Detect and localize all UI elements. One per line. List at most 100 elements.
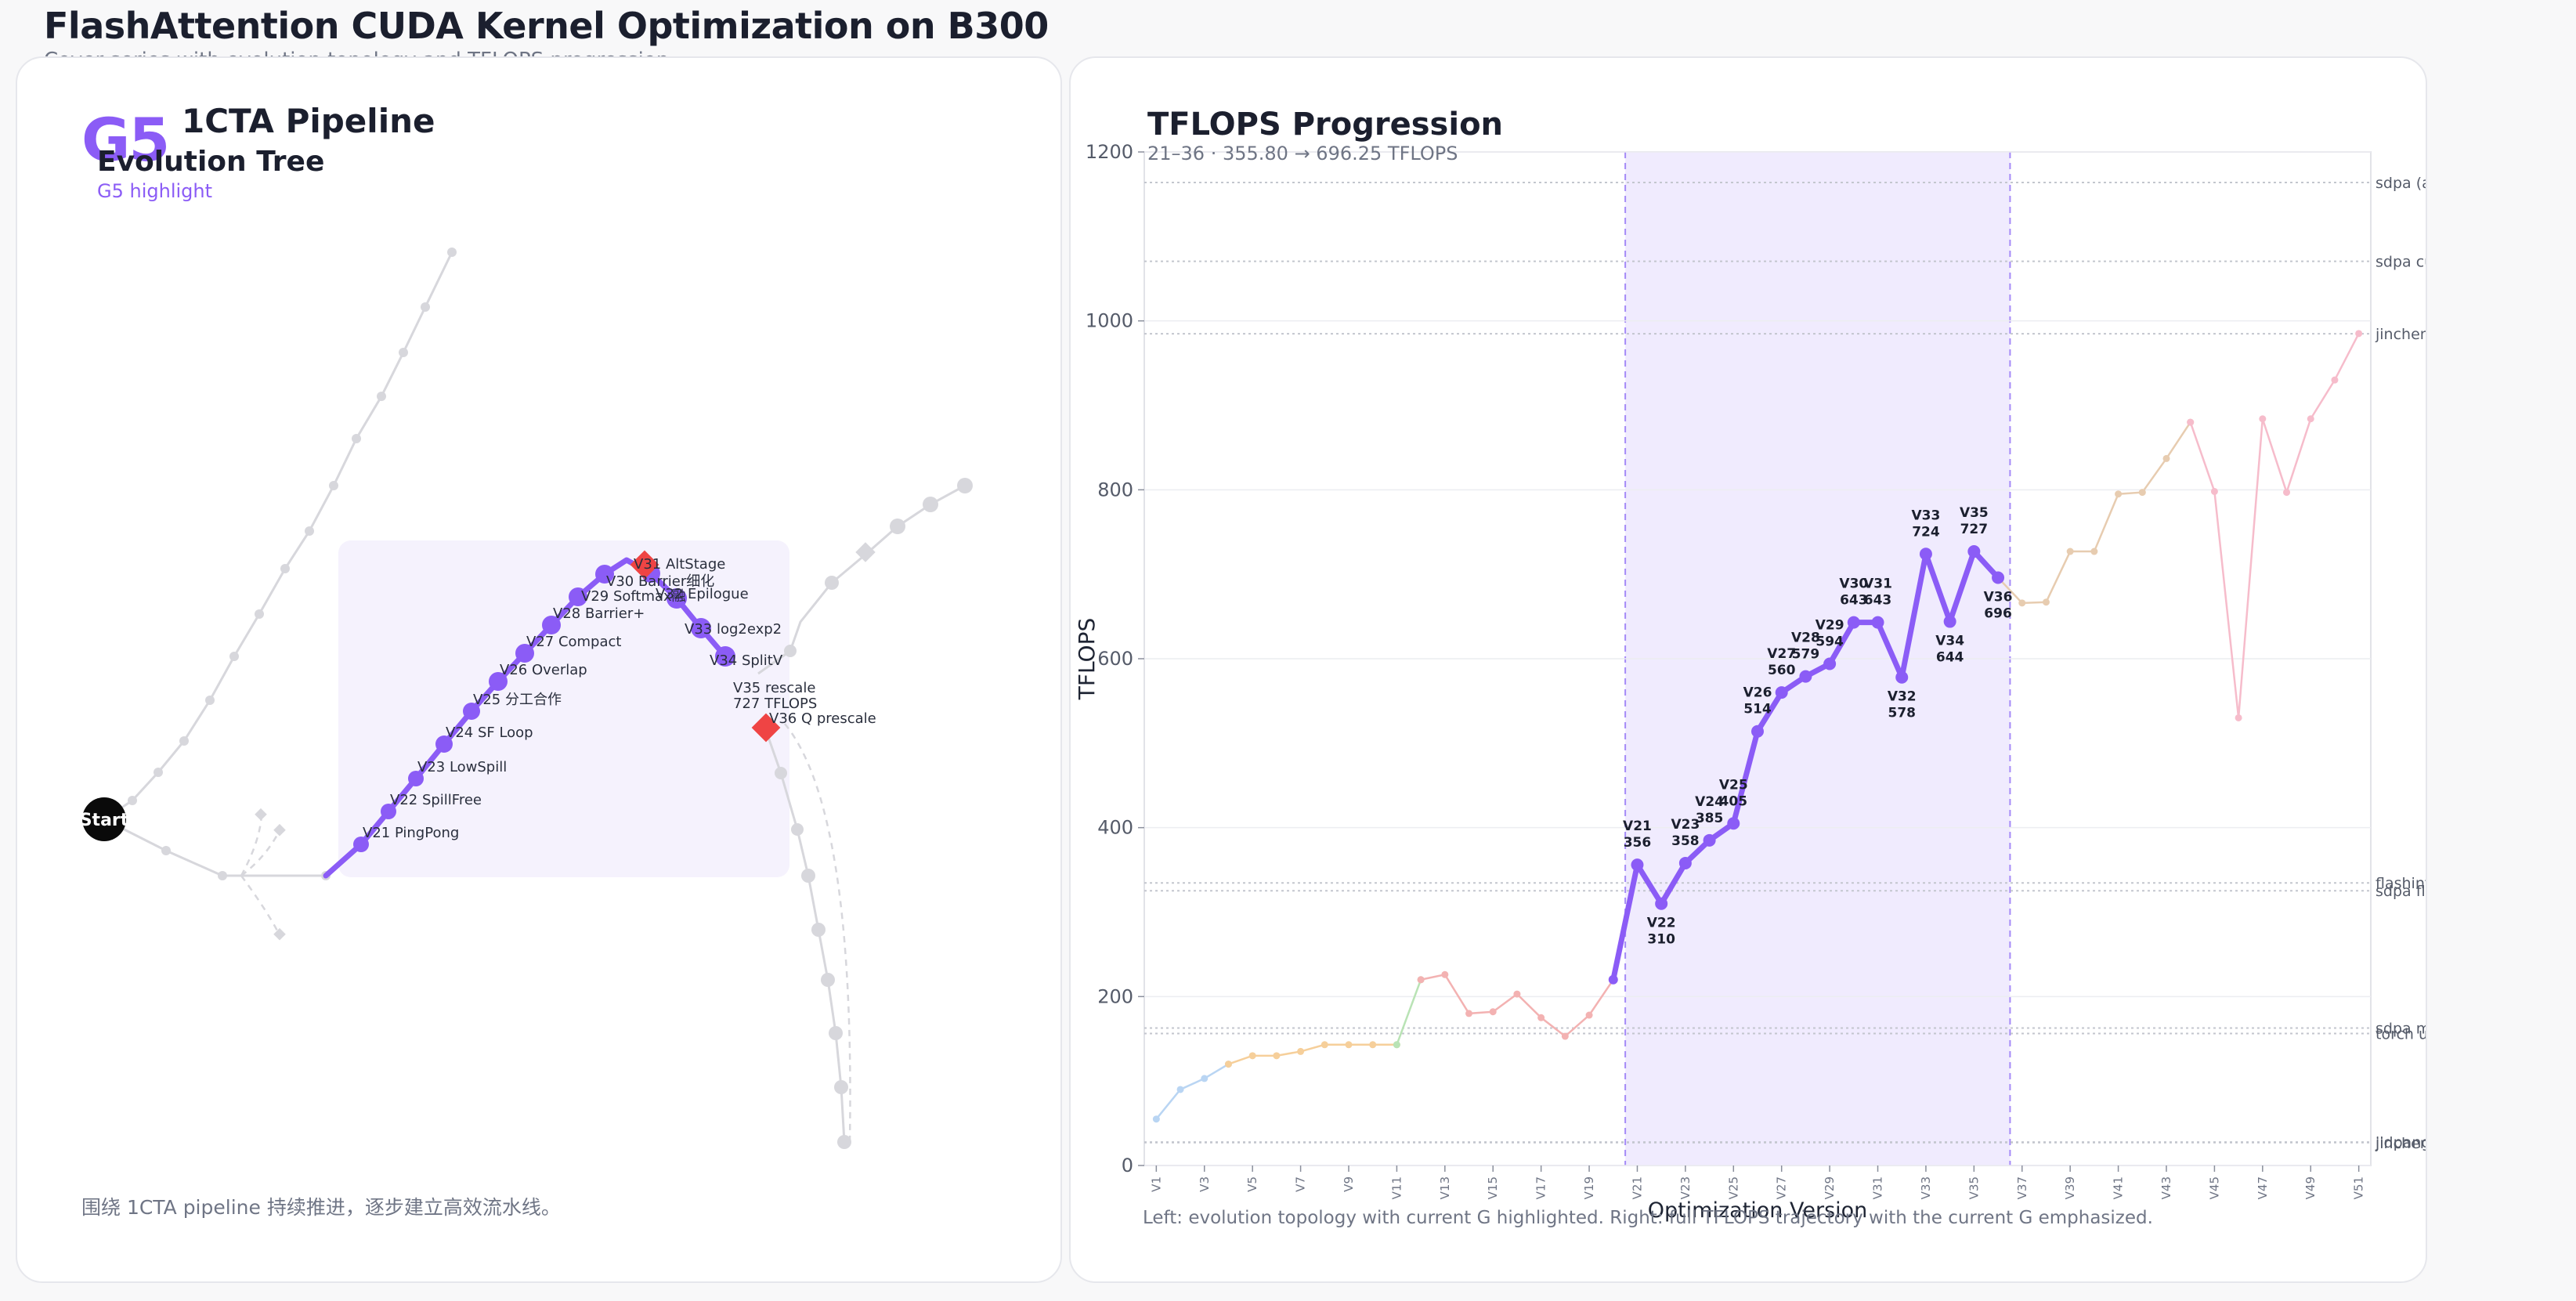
- tree-node: [154, 768, 163, 777]
- series-line: [1228, 1043, 1397, 1065]
- highlight-series-point: [1678, 856, 1692, 869]
- x-tick-label: V49: [2303, 1176, 2318, 1199]
- y-tick-label: 800: [1097, 479, 1133, 501]
- highlight-node: [381, 804, 396, 819]
- series-point: [2355, 330, 2363, 338]
- highlight-node: [408, 771, 424, 786]
- milestone-node: [630, 550, 659, 580]
- data-label: V32: [1888, 689, 1917, 705]
- data-label: 358: [1671, 833, 1700, 849]
- x-tick-label: V31: [1871, 1176, 1885, 1199]
- reference-line-label: sdpa (auto) 1163.8: [2375, 175, 2427, 192]
- reference-line-label: jinchengr_0 27.1: [2375, 1135, 2427, 1152]
- x-tick-label: V45: [2207, 1176, 2221, 1199]
- highlight-series-point: [1871, 616, 1884, 629]
- tree-branch: [103, 818, 326, 877]
- highlight-node: [463, 703, 480, 720]
- x-tick-label: V17: [1534, 1176, 1548, 1199]
- series-point: [2162, 454, 2170, 462]
- highlight-path: [323, 557, 728, 879]
- series-point: [1297, 1047, 1305, 1055]
- tree-node: [923, 497, 938, 512]
- tflops-panel: 0 200 400 600 800 1000 1200 TFLOPS V1 V3 V5 V7 V9 V11…: [1069, 56, 2427, 1283]
- highlight-series-point: [1895, 670, 1909, 684]
- reference-line-label: sdpa flash 325.3: [2375, 883, 2427, 900]
- data-label: 560: [1768, 663, 1796, 678]
- series-point: [1152, 1115, 1160, 1123]
- data-label: V34: [1935, 634, 1964, 649]
- x-tick-label: V7: [1294, 1176, 1308, 1192]
- y-tick-label: 600: [1097, 648, 1133, 670]
- data-label: V22: [1647, 916, 1676, 931]
- series-point: [2018, 599, 2026, 607]
- tree-node: [255, 609, 264, 619]
- pipeline-title: 1CTA Pipeline: [182, 102, 435, 140]
- group-label: G5: [81, 105, 170, 175]
- tree-node: [775, 767, 787, 779]
- highlight-series-point: [1703, 833, 1716, 847]
- tree-node: [179, 736, 189, 746]
- start-node: [82, 797, 126, 841]
- tree-node: [421, 302, 430, 312]
- series-point: [2066, 548, 2074, 555]
- tree-node: [229, 652, 239, 661]
- tree-node: [161, 846, 171, 855]
- series-point: [2307, 415, 2314, 423]
- highlight-node: [515, 644, 534, 663]
- reference-line-label: sdpa cudnn 1070.5: [2375, 254, 2427, 271]
- x-tick-label: V43: [2159, 1176, 2173, 1199]
- tree-node: [218, 871, 227, 880]
- tree-node-label: V25 分工合作: [473, 692, 562, 708]
- x-tick-label: V33: [1919, 1176, 1933, 1199]
- tree-node-diamond: [273, 823, 286, 837]
- series-point: [2115, 490, 2123, 498]
- x-tick-label: V1: [1149, 1176, 1163, 1192]
- tree-node-label: 727 TFLOPS: [733, 696, 817, 712]
- data-label: 579: [1792, 647, 1820, 663]
- tree-node-label: V29 Softmax融: [581, 588, 686, 605]
- data-label: 724: [1912, 524, 1940, 540]
- data-label: V25: [1719, 777, 1748, 793]
- x-tick-label: V9: [1342, 1176, 1356, 1192]
- y-tick-label: 1000: [1086, 310, 1133, 332]
- tflops-chart: 0 200 400 600 800 1000 1200 TFLOPS V1 V3 V5 V7 V9 V11…: [1074, 141, 2427, 1223]
- y-tick-label: 1200: [1086, 141, 1133, 163]
- data-label: V31: [1863, 576, 1892, 592]
- y-tick-label: 0: [1122, 1155, 1133, 1176]
- reference-line-label: sdpa mem_efficient 162.7: [2375, 1021, 2427, 1038]
- highlight-node: [542, 616, 561, 634]
- tree-node: [829, 1026, 843, 1040]
- evolution-tree-panel: G5 1CTA Pipeline Evolution Tree G5 highl…: [16, 56, 1062, 1283]
- tree-node: [128, 796, 137, 805]
- x-tick-label: V47: [2256, 1176, 2270, 1199]
- series-point: [1224, 1061, 1232, 1068]
- tree-node-label: V21 PingPong: [363, 825, 459, 841]
- data-label: 727: [1960, 522, 1989, 537]
- tree-node-label: V24 SF Loop: [446, 725, 533, 741]
- series-point: [1369, 1041, 1377, 1049]
- tree-node-diamond: [273, 927, 286, 941]
- highlight-node: [353, 837, 369, 852]
- x-tick-label: V37: [2015, 1176, 2029, 1199]
- series-line: [1396, 979, 1422, 1046]
- tree-node-label: V36 Q prescale: [769, 710, 876, 727]
- data-label: V36: [1984, 589, 2013, 605]
- tree-node: [837, 1135, 851, 1149]
- data-label: V24: [1695, 794, 1724, 810]
- tree-node: [329, 481, 338, 490]
- x-tick-label: V27: [1775, 1176, 1789, 1199]
- series-point: [1321, 1041, 1328, 1049]
- tree-branch-dashed: [784, 723, 851, 1143]
- tree-node: [280, 564, 290, 573]
- x-tick-label: V51: [2352, 1176, 2366, 1199]
- tree-node-diamond: [255, 808, 267, 821]
- highlight-series-point: [1655, 897, 1668, 910]
- series-line: [2189, 333, 2360, 718]
- series-point: [2259, 415, 2267, 423]
- highlight-series-point: [1775, 686, 1788, 699]
- tree-node: [801, 869, 815, 883]
- tree-node: [791, 823, 804, 836]
- highlight-node: [489, 672, 508, 691]
- x-tick-label: V13: [1438, 1176, 1452, 1199]
- x-tick-label: V29: [1823, 1176, 1837, 1199]
